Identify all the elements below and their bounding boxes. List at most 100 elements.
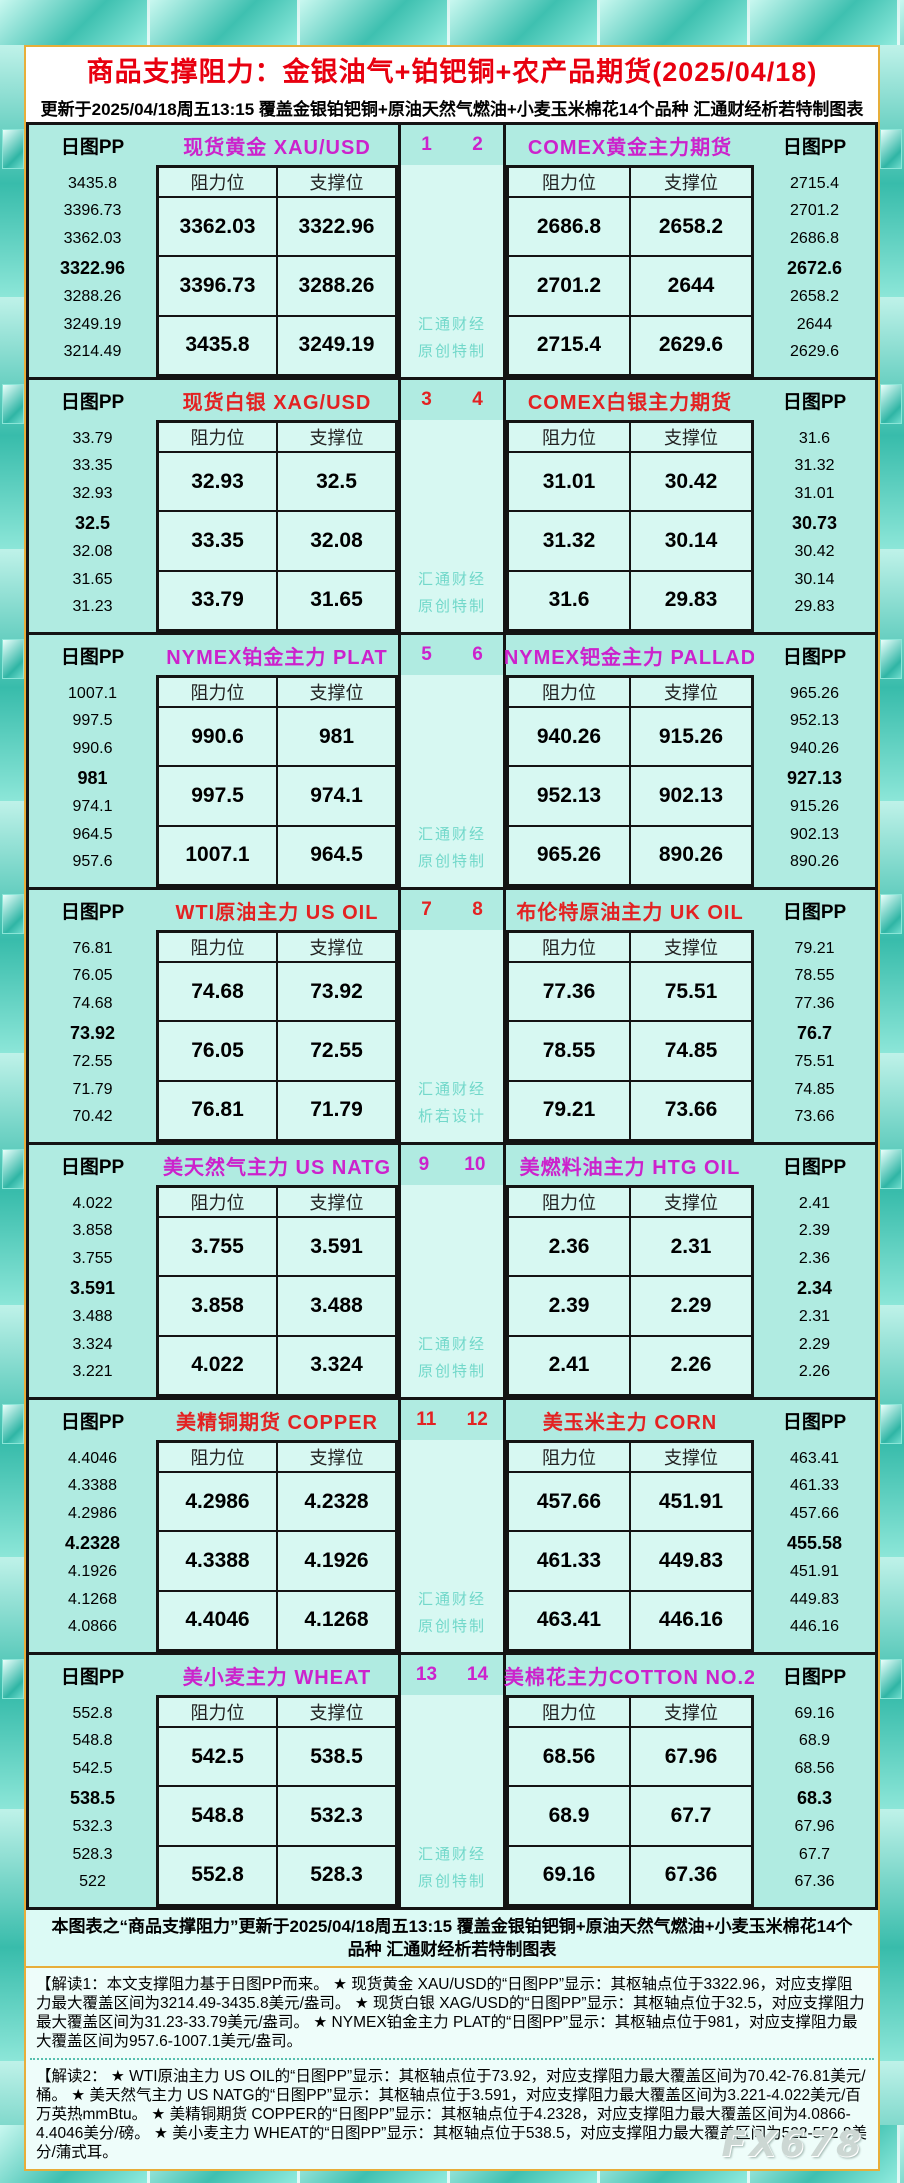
support-value: 3288.26 — [277, 256, 396, 316]
instrument-title: 布伦特原油主力 UK OIL — [506, 890, 754, 930]
pp-values-left: 552.8 548.8 542.5 538.5 532.3 528.3 522 — [29, 1695, 156, 1907]
support-value: 2629.6 — [630, 315, 752, 375]
sr-grid: 阻力位 支撑位 990.6 981 997.5 974.1 1007.1 964… — [156, 675, 398, 887]
support-value: 528.3 — [277, 1845, 396, 1905]
pair-numbers: 1 2 — [401, 125, 503, 165]
support-value: 4.1268 — [277, 1590, 396, 1650]
pp-value: 457.66 — [790, 1504, 839, 1522]
support-value: 72.55 — [277, 1021, 396, 1081]
pp-column-left: 日图PP 33.79 33.35 32.93 32.5 32.08 31.65 … — [29, 380, 156, 632]
resistance-value: 3.858 — [158, 1276, 277, 1336]
resistance-value: 548.8 — [158, 1786, 277, 1846]
pp-pivot-value: 927.13 — [786, 767, 843, 788]
commodity-section: 日图PP 4.4046 4.3388 4.2986 4.2328 4.1926 … — [2, 1400, 902, 1655]
watermark-line: 原创特制 — [417, 1363, 486, 1380]
support-value: 3.488 — [277, 1276, 396, 1336]
resistance-value: 997.5 — [158, 766, 277, 826]
watermark-line: 汇通财经 — [417, 1846, 486, 1863]
middle-column: 3 4 汇通财经 原创特制 — [398, 380, 506, 632]
support-value: 2.29 — [630, 1276, 752, 1336]
pp-value: 957.6 — [72, 853, 113, 871]
pp-values-left: 3435.8 3396.73 3362.03 3322.96 3288.26 3… — [29, 165, 156, 377]
footer-summary: 本图表之“商品支撑阻力”更新于2025/04/18周五13:15 覆盖金银铂钯铜… — [26, 1910, 878, 1968]
support-value: 964.5 — [277, 825, 396, 885]
middle-column: 9 10 汇通财经 原创特制 — [398, 1145, 506, 1397]
instrument-title: 美燃料油主力 HTG OIL — [506, 1145, 754, 1185]
support-value: 449.83 — [630, 1531, 752, 1591]
watermark-line: 原创特制 — [417, 1873, 486, 1890]
pp-value: 3362.03 — [63, 229, 122, 247]
instrument-title: COMEX黄金主力期货 — [506, 125, 754, 165]
resistance-header: 阻力位 — [158, 1442, 277, 1472]
pair-number-right: 12 — [466, 1409, 488, 1430]
support-header: 支撑位 — [277, 1187, 396, 1217]
pair-number-left: 1 — [421, 134, 432, 155]
pp-value: 974.1 — [72, 798, 113, 816]
pp-column-left: 日图PP 4.022 3.858 3.755 3.591 3.488 3.324… — [29, 1145, 156, 1397]
support-value: 451.91 — [630, 1472, 752, 1532]
resistance-value: 74.68 — [158, 962, 277, 1022]
sr-grid: 阻力位 支撑位 2.36 2.31 2.39 2.29 2.41 2.26 — [506, 1185, 754, 1397]
support-value: 2.26 — [630, 1335, 752, 1395]
pp-value: 449.83 — [790, 1590, 839, 1608]
content-frame: 商品支撑阻力：金银油气+铂钯铜+农产品期货(2025/04/18) 更新于202… — [2, 45, 902, 2171]
pp-column-right: 日图PP 2.41 2.39 2.36 2.34 2.31 2.29 2.26 — [754, 1145, 875, 1397]
pp-value: 31.23 — [72, 598, 113, 616]
middle-column: 5 6 汇通财经 原创特制 — [398, 635, 506, 887]
instrument-panel-right: COMEX黄金主力期货 阻力位 支撑位 2686.8 2658.2 2701.2… — [506, 125, 754, 377]
pp-value: 2.29 — [798, 1335, 831, 1353]
pp-value: 952.13 — [790, 712, 839, 730]
resistance-header: 阻力位 — [158, 167, 277, 197]
support-value: 30.42 — [630, 452, 752, 512]
pair-number-right: 4 — [472, 389, 483, 410]
pp-values-right: 69.16 68.9 68.56 68.3 67.96 67.7 67.36 — [754, 1695, 875, 1907]
pp-pivot-value: 4.2328 — [64, 1532, 121, 1553]
pp-value: 71.79 — [72, 1080, 113, 1098]
resistance-header: 阻力位 — [508, 1697, 630, 1727]
instrument-panel-right: 布伦特原油主力 UK OIL 阻力位 支撑位 77.36 75.51 78.55… — [506, 890, 754, 1142]
instrument-panel-left: NYMEX铂金主力 PLAT 阻力位 支撑位 990.6 981 997.5 9… — [156, 635, 398, 887]
pp-column-left: 日图PP 1007.1 997.5 990.6 981 974.1 964.5 … — [29, 635, 156, 887]
sr-grid: 阻力位 支撑位 68.56 67.96 68.9 67.7 69.16 67.3… — [506, 1695, 754, 1907]
sr-grid: 阻力位 支撑位 542.5 538.5 548.8 532.3 552.8 52… — [156, 1695, 398, 1907]
pair-numbers: 11 12 — [401, 1400, 503, 1440]
pp-value: 548.8 — [72, 1732, 113, 1750]
support-value: 974.1 — [277, 766, 396, 826]
resistance-value: 2701.2 — [508, 256, 630, 316]
resistance-value: 965.26 — [508, 825, 630, 885]
pp-value: 30.14 — [794, 570, 835, 588]
support-value: 2658.2 — [630, 197, 752, 257]
pp-value: 72.55 — [72, 1053, 113, 1071]
watermark-line: 汇通财经 — [417, 1591, 486, 1608]
support-value: 73.92 — [277, 962, 396, 1022]
pp-value: 2701.2 — [790, 202, 839, 220]
pp-value: 4.022 — [72, 1194, 113, 1212]
support-value: 74.85 — [630, 1021, 752, 1081]
support-value: 29.83 — [630, 570, 752, 630]
resistance-header: 阻力位 — [508, 677, 630, 707]
pp-value: 75.51 — [794, 1053, 835, 1071]
pp-value: 67.96 — [794, 1818, 835, 1836]
sr-grid: 阻力位 支撑位 74.68 73.92 76.05 72.55 76.81 71… — [156, 930, 398, 1142]
support-value: 3322.96 — [277, 197, 396, 257]
pair-number-left: 13 — [415, 1664, 438, 1685]
pp-values-right: 31.6 31.32 31.01 30.73 30.42 30.14 29.83 — [754, 420, 875, 632]
watermark: 汇通财经 原创特制 — [401, 1440, 503, 1652]
pp-value: 2686.8 — [790, 229, 839, 247]
support-header: 支撑位 — [630, 1697, 752, 1727]
pp-value: 446.16 — [790, 1618, 839, 1636]
pp-values-right: 2715.4 2701.2 2686.8 2672.6 2658.2 2644 … — [754, 165, 875, 377]
pair-number-right: 2 — [472, 134, 483, 155]
support-header: 支撑位 — [630, 932, 752, 962]
support-header: 支撑位 — [630, 677, 752, 707]
sr-grid: 阻力位 支撑位 457.66 451.91 461.33 449.83 463.… — [506, 1440, 754, 1652]
pair-numbers: 9 10 — [401, 1145, 503, 1185]
pp-column-right: 日图PP 965.26 952.13 940.26 927.13 915.26 … — [754, 635, 875, 887]
pp-column-left: 日图PP 552.8 548.8 542.5 538.5 532.3 528.3… — [29, 1655, 156, 1907]
resistance-value: 78.55 — [508, 1021, 630, 1081]
resistance-value: 2715.4 — [508, 315, 630, 375]
pp-pivot-value: 3.591 — [69, 1277, 116, 1298]
instrument-title: 美玉米主力 CORN — [506, 1400, 754, 1440]
instrument-title: 美天然气主力 US NATG — [156, 1145, 398, 1185]
instrument-title: 美棉花主力COTTON NO.2 — [504, 1655, 755, 1695]
